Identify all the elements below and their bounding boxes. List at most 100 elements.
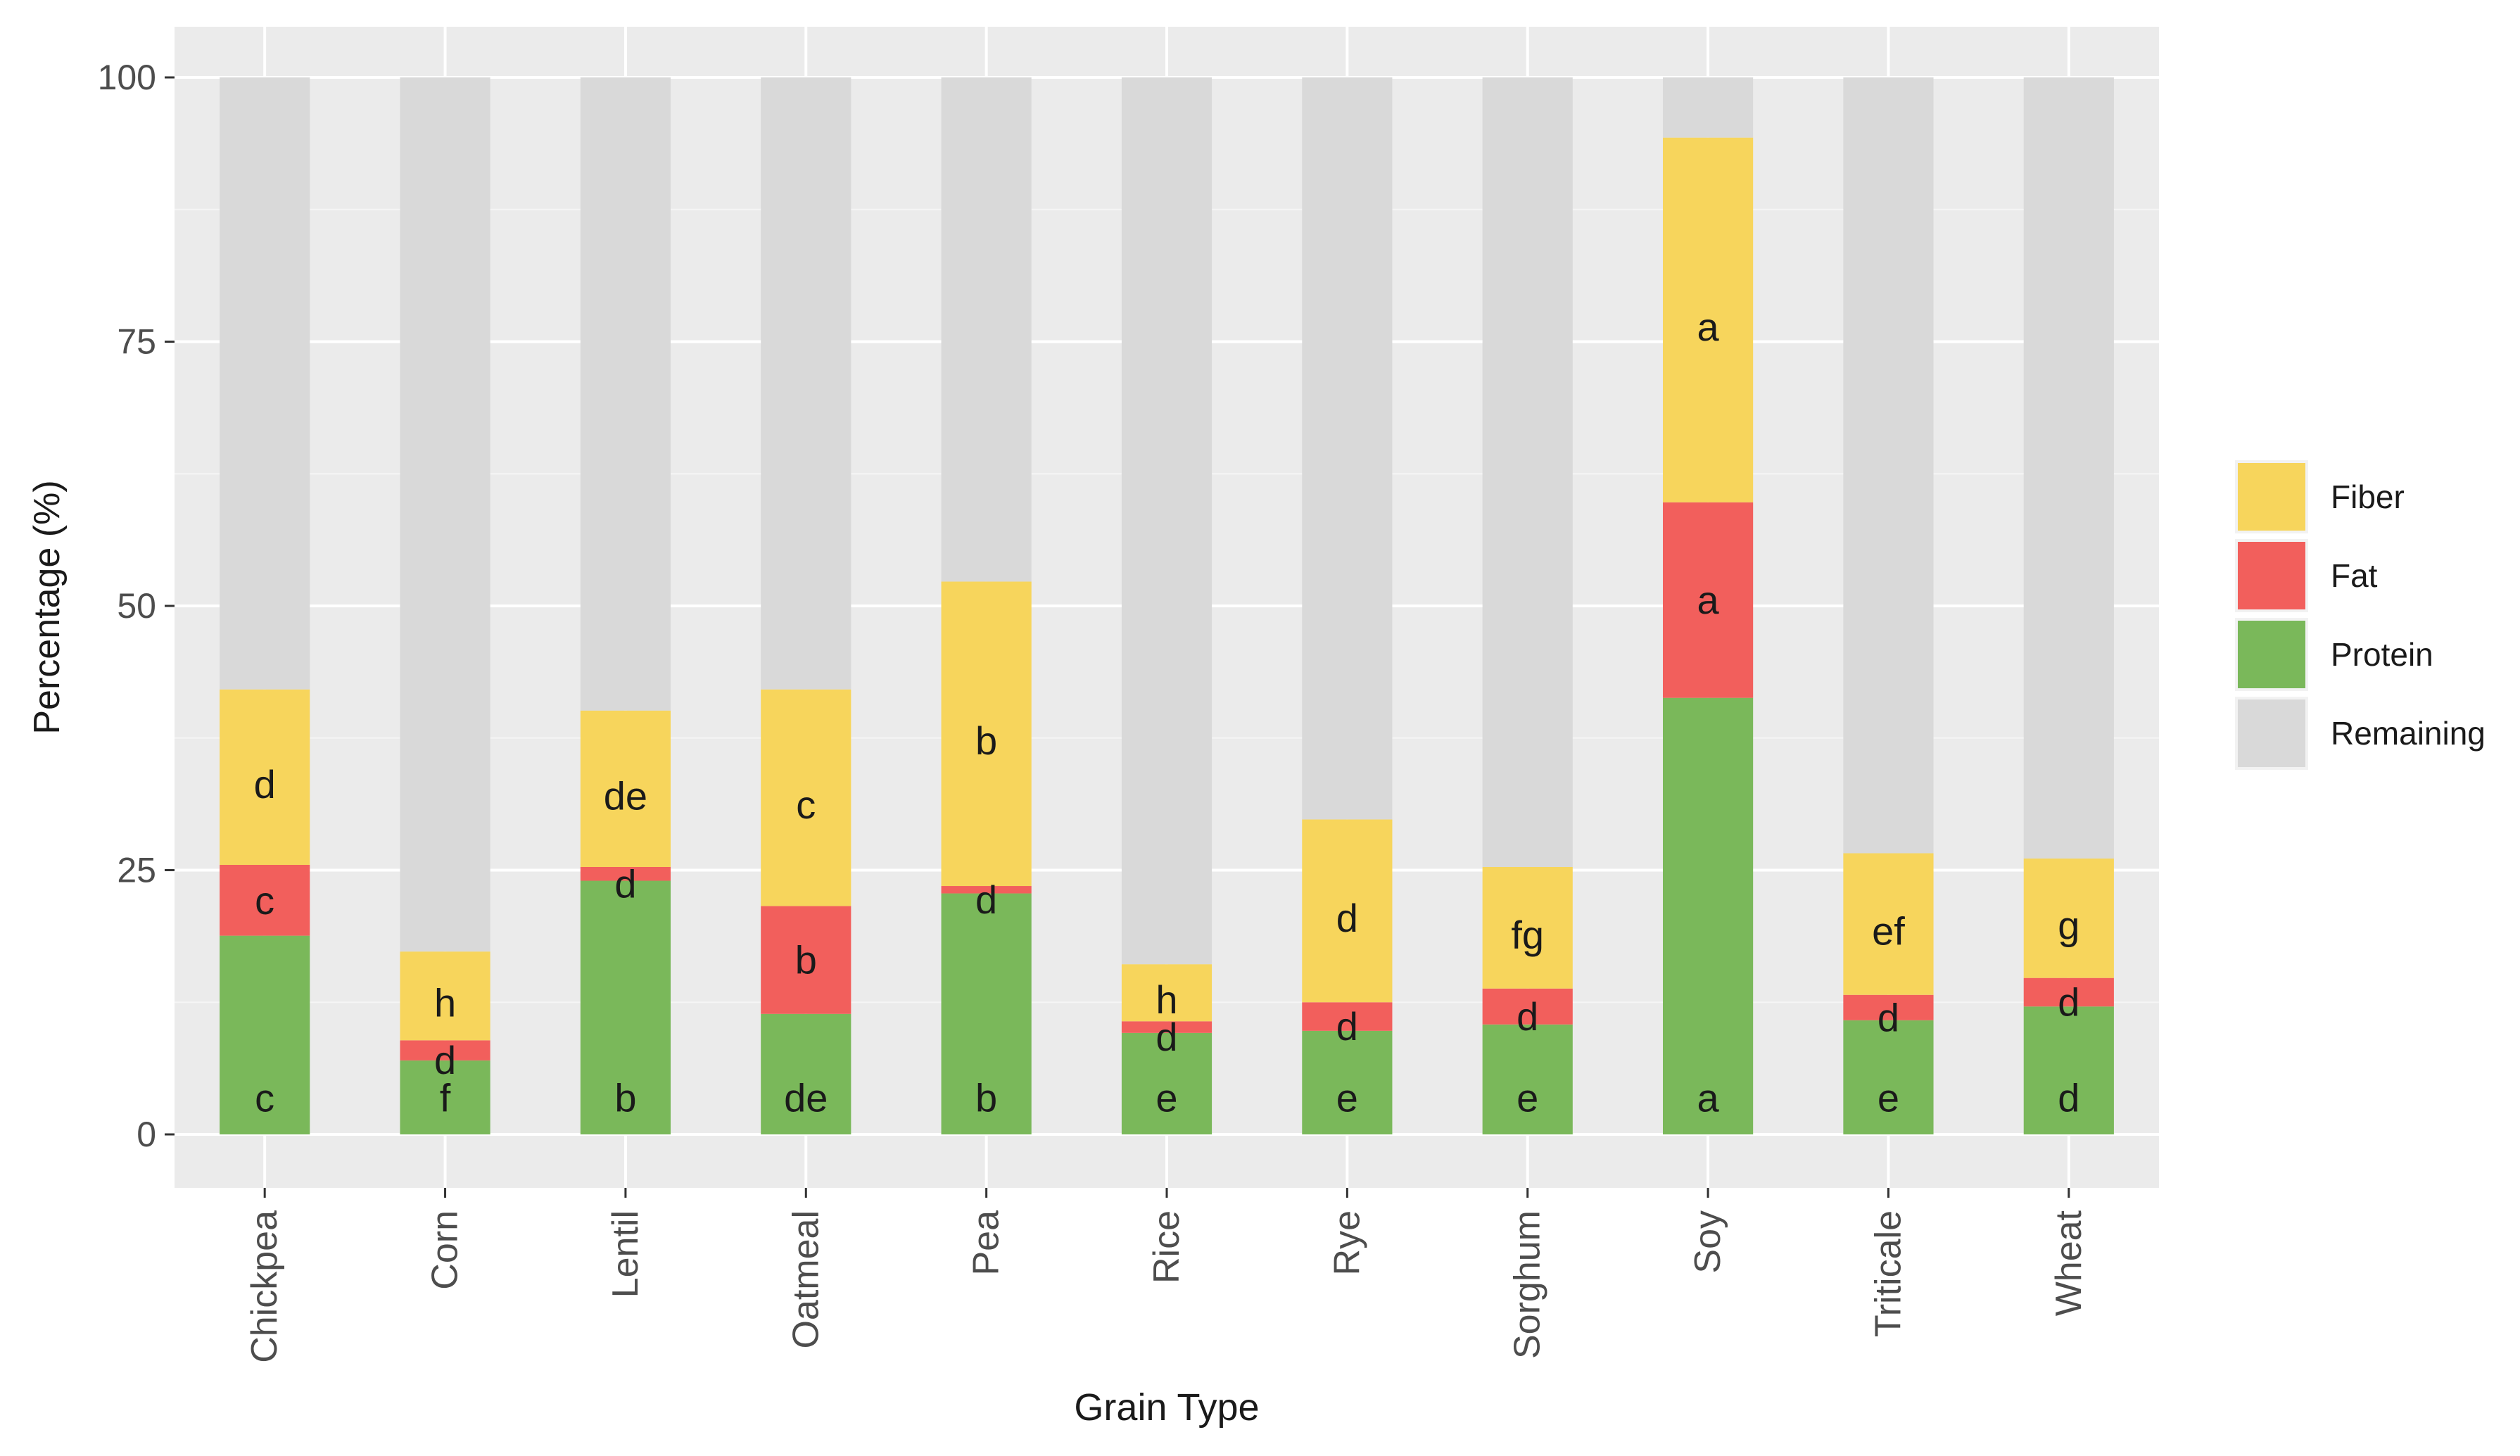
bar-remaining-lentil bbox=[580, 77, 671, 711]
bar-fat-soy bbox=[1663, 502, 1754, 698]
bar-label-fiber-sorghum: fg bbox=[1511, 913, 1544, 957]
bar-label-protein-rice: e bbox=[1155, 1076, 1177, 1120]
legend-label-protein: Protein bbox=[2331, 636, 2433, 673]
y-tick-label: 25 bbox=[117, 851, 156, 890]
bar-protein-pea bbox=[941, 893, 1032, 1134]
bar-label-fiber-rye: d bbox=[1336, 896, 1358, 940]
bar-fat-triticale bbox=[1843, 994, 1934, 1020]
legend-swatch-fat bbox=[2238, 542, 2305, 609]
bar-protein-lentil bbox=[580, 880, 671, 1134]
bar-fat-sorghum bbox=[1482, 988, 1573, 1025]
legend-swatch-fiber bbox=[2238, 463, 2305, 531]
bar-fiber-chickpea bbox=[220, 689, 310, 865]
bar-protein-wheat bbox=[2023, 1006, 2114, 1134]
bar-fiber-wheat bbox=[2023, 858, 2114, 978]
bar-protein-triticale bbox=[1843, 1020, 1934, 1134]
bar-fat-rye bbox=[1302, 1002, 1393, 1031]
bar-remaining-soy bbox=[1663, 77, 1754, 138]
bar-remaining-rice bbox=[1121, 77, 1212, 965]
bar-label-fat-chickpea: c bbox=[255, 878, 274, 923]
bar-label-fiber-wheat: g bbox=[2058, 903, 2079, 947]
bar-label-fat-sorghum: d bbox=[1517, 994, 1538, 1039]
x-tick-label-soy: Soy bbox=[1688, 1210, 1728, 1274]
y-tick-label: 75 bbox=[117, 322, 156, 362]
bar-fiber-triticale bbox=[1843, 853, 1934, 995]
bars bbox=[220, 77, 2114, 1134]
bar-fat-chickpea bbox=[220, 864, 310, 936]
bar-label-protein-lentil: b bbox=[614, 1076, 636, 1120]
y-tick-label: 100 bbox=[98, 58, 156, 97]
y-axis: 0 25 50 75 100 bbox=[98, 58, 175, 1154]
bar-label-fat-pea: d bbox=[975, 878, 997, 922]
legend-label-fat: Fat bbox=[2331, 557, 2378, 594]
bar-label-fiber-lentil: de bbox=[604, 773, 647, 818]
x-tick-label-oatmeal: Oatmeal bbox=[785, 1210, 826, 1349]
legend: Fiber Fat Protein Remaining bbox=[2235, 460, 2486, 770]
bar-remaining-oatmeal bbox=[761, 77, 851, 690]
bar-fiber-corn bbox=[400, 951, 490, 1041]
bar-fat-rice bbox=[1121, 1021, 1212, 1033]
bar-label-fiber-pea: b bbox=[975, 718, 997, 763]
bar-protein-chickpea bbox=[220, 935, 310, 1134]
y-axis-title: Percentage (%) bbox=[27, 480, 68, 734]
bar-fat-oatmeal bbox=[761, 906, 851, 1014]
x-tick-label-rice: Rice bbox=[1146, 1210, 1187, 1284]
x-tick-label-corn: Corn bbox=[425, 1210, 466, 1290]
bar-fat-corn bbox=[400, 1040, 490, 1061]
bar-label-fat-triticale: d bbox=[1878, 995, 1899, 1039]
bar-label-protein-chickpea: c bbox=[255, 1076, 274, 1120]
legend-swatch-protein bbox=[2238, 621, 2305, 688]
bar-label-protein-sorghum: e bbox=[1517, 1076, 1538, 1120]
bar-protein-rice bbox=[1121, 1032, 1212, 1134]
bar-protein-rye bbox=[1302, 1030, 1393, 1134]
bar-remaining-sorghum bbox=[1482, 77, 1573, 867]
bar-label-protein-pea: b bbox=[975, 1076, 997, 1120]
legend-swatch-remaining bbox=[2238, 699, 2305, 767]
bar-remaining-triticale bbox=[1843, 77, 1934, 854]
bar-fiber-rice bbox=[1121, 964, 1212, 1022]
bar-label-fat-rice: d bbox=[1155, 1015, 1177, 1059]
bar-label-fiber-chickpea: d bbox=[254, 762, 276, 806]
bar-fat-wheat bbox=[2023, 977, 2114, 1007]
bar-label-fat-wheat: d bbox=[2058, 980, 2079, 1024]
bar-fiber-oatmeal bbox=[761, 689, 851, 906]
legend-label-fiber: Fiber bbox=[2331, 479, 2405, 515]
bar-protein-oatmeal bbox=[761, 1013, 851, 1134]
x-tick-label-chickpea: Chickpea bbox=[244, 1210, 285, 1363]
bar-fiber-soy bbox=[1663, 137, 1754, 502]
x-axis: Chickpea Corn Lentil Oatmeal Pea Rice Rye Sorgh… bbox=[244, 1188, 2089, 1363]
bar-label-fat-rye: d bbox=[1336, 1004, 1358, 1049]
bar-label-fiber-triticale: ef bbox=[1872, 909, 1905, 954]
bar-label-fat-soy: a bbox=[1697, 578, 1720, 622]
bar-remaining-chickpea bbox=[220, 77, 310, 690]
bar-fiber-rye bbox=[1302, 819, 1393, 1003]
bar-fiber-pea bbox=[941, 581, 1032, 887]
bar-label-fat-corn: d bbox=[434, 1038, 456, 1082]
bar-label-fat-oatmeal: b bbox=[795, 938, 817, 982]
bar-label-fat-lentil: d bbox=[614, 861, 636, 906]
x-tick-label-lentil: Lentil bbox=[605, 1210, 646, 1298]
bar-fiber-sorghum bbox=[1482, 866, 1573, 989]
bar-label-protein-corn: f bbox=[440, 1076, 451, 1120]
bar-label-fiber-soy: a bbox=[1697, 305, 1720, 349]
bar-label-protein-soy: a bbox=[1697, 1076, 1720, 1120]
bar-label-fiber-oatmeal: c bbox=[796, 783, 816, 827]
y-tick-label: 50 bbox=[117, 586, 156, 626]
bar-label-fiber-corn: h bbox=[434, 981, 456, 1025]
bar-remaining-pea bbox=[941, 77, 1032, 582]
bar-remaining-wheat bbox=[2023, 77, 2114, 859]
bar-remaining-rye bbox=[1302, 77, 1393, 820]
bar-protein-corn bbox=[400, 1060, 490, 1134]
y-tick-label: 0 bbox=[137, 1115, 156, 1154]
bar-label-protein-oatmeal: de bbox=[784, 1076, 828, 1120]
x-tick-label-sorghum: Sorghum bbox=[1507, 1210, 1548, 1359]
x-tick-label-rye: Rye bbox=[1327, 1210, 1367, 1275]
bar-fat-lentil bbox=[580, 866, 671, 881]
bar-label-protein-wheat: d bbox=[2058, 1076, 2079, 1120]
bar-label-protein-rye: e bbox=[1336, 1076, 1358, 1120]
bar-protein-sorghum bbox=[1482, 1024, 1573, 1134]
x-axis-title: Grain Type bbox=[1074, 1386, 1259, 1429]
legend-label-remaining: Remaining bbox=[2331, 715, 2486, 752]
